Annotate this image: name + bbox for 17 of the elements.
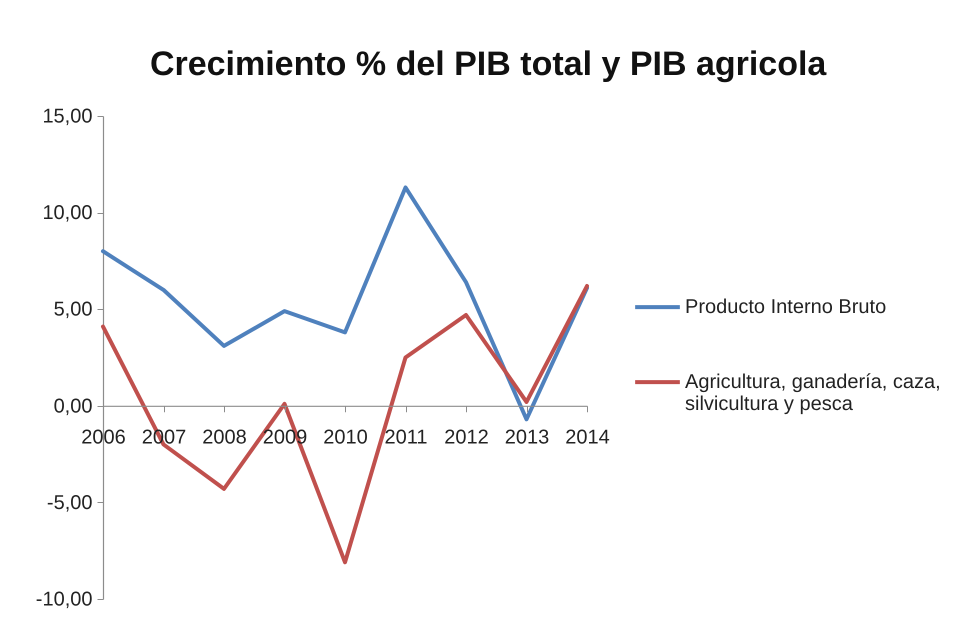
y-tick-label: 10,00 xyxy=(42,202,92,224)
x-tick-label: 2012 xyxy=(444,426,489,448)
y-tick-label: 5,00 xyxy=(54,298,92,321)
x-tick-label: 2011 xyxy=(384,426,428,448)
legend-label: Agricultura, ganadería, caza, silvicultura y pesca xyxy=(685,371,941,416)
x-tick-label: 2008 xyxy=(202,426,247,448)
line-series xyxy=(101,185,589,422)
y-tick-label: 0,00 xyxy=(54,395,92,418)
x-tick-label: 2013 xyxy=(504,426,550,448)
y-tick-label: -5,00 xyxy=(46,492,92,514)
x-tick-label: 2010 xyxy=(323,426,368,448)
y-tick-label: -10,00 xyxy=(36,588,92,610)
x-tick-label: 2014 xyxy=(565,426,610,448)
legend-label: Producto Interno Bruto xyxy=(685,296,886,318)
chart-title: Crecimiento % del PIB total y PIB agricola xyxy=(150,45,828,83)
y-tick-label: 15,00 xyxy=(42,106,92,128)
x-tick-label: 2006 xyxy=(81,426,126,448)
